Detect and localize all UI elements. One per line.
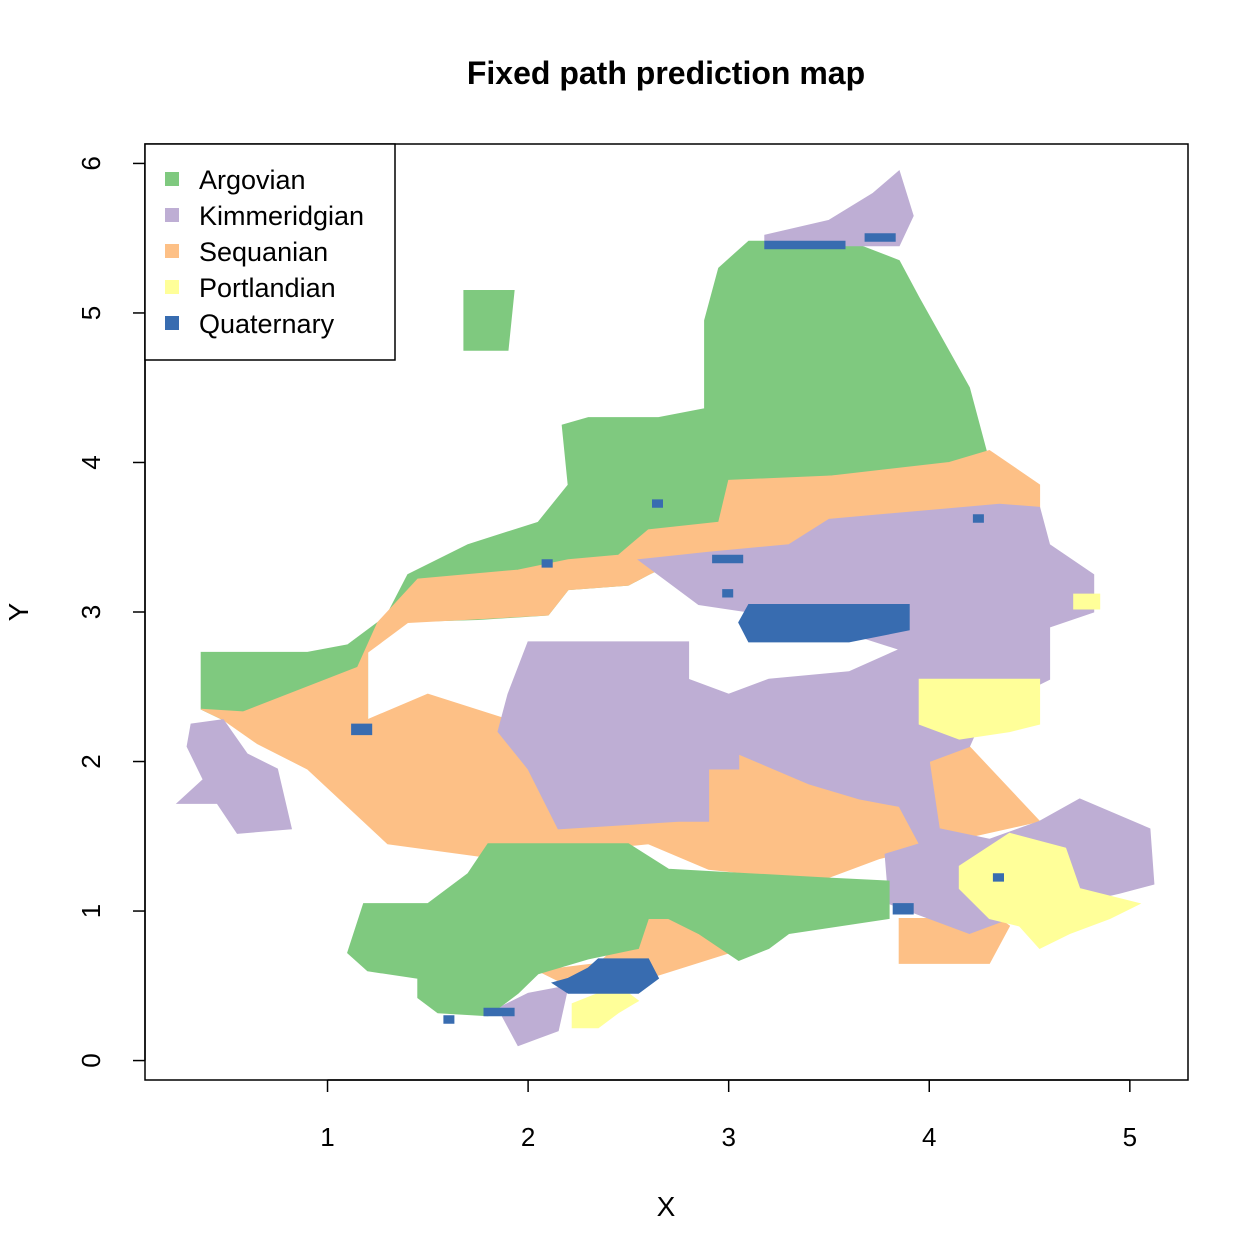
x-axis: 1 2 3 4 5 [320,1079,1137,1152]
legend-label-quaternary: Quaternary [199,309,335,339]
legend-label-portlandian: Portlandian [199,273,336,303]
region-quaternary-17 [551,958,660,994]
y-tick-label: 5 [76,306,106,320]
region-quaternary-20 [864,233,896,242]
x-tick-label: 2 [521,1122,535,1152]
legend-label-argovian: Argovian [199,165,306,195]
y-tick-label: 4 [76,455,106,469]
legend-label-kimmeridgian: Kimmeridgian [199,201,364,231]
legend: Argovian Kimmeridgian Sequanian Portlandian… [144,143,396,361]
y-tick-label: 2 [76,754,106,768]
region-kimmeridgian-8 [497,503,1155,935]
x-tick-label: 4 [922,1122,936,1152]
x-tick-label: 5 [1123,1122,1137,1152]
region-argovian-1 [463,290,515,351]
region-kimmeridgian-10 [497,985,569,1047]
legend-swatch-quaternary [165,316,179,330]
y-tick-label: 1 [76,904,106,918]
region-quaternary-18 [483,1007,515,1017]
legend-swatch-sequanian [165,244,179,258]
region-portlandian-12 [918,678,1041,740]
region-quaternary-25 [541,559,553,568]
chart-title: Fixed path prediction map [467,55,865,91]
region-quaternary-16 [738,604,910,643]
x-tick-label: 1 [320,1122,334,1152]
region-portlandian-13 [958,832,1142,950]
region-quaternary-26 [972,514,984,523]
y-tick-label: 3 [76,605,106,619]
region-quaternary-29 [722,589,734,598]
map-regions [175,170,1155,1047]
region-quaternary-23 [351,723,373,736]
legend-label-sequanian: Sequanian [199,237,328,267]
region-quaternary-21 [712,554,744,564]
region-portlandian-14 [1073,593,1101,610]
y-tick-label: 0 [76,1053,106,1067]
legend-swatch-argovian [165,172,179,186]
legend-box [144,143,396,361]
legend-swatch-portlandian [165,280,179,294]
x-tick-label: 3 [721,1122,735,1152]
region-argovian-11 [347,843,890,1017]
region-kimmeridgian-9 [175,719,293,834]
legend-swatch-kimmeridgian [165,208,179,222]
y-axis: 0 1 2 3 4 5 6 [76,156,146,1068]
region-quaternary-28 [892,903,914,915]
region-quaternary-24 [652,499,663,508]
x-axis-label: X [657,1191,676,1222]
y-axis-label: Y [3,602,34,621]
region-quaternary-19 [764,240,846,250]
region-quaternary-22 [443,1015,455,1024]
y-tick-label: 6 [76,156,106,170]
region-quaternary-27 [992,873,1004,882]
